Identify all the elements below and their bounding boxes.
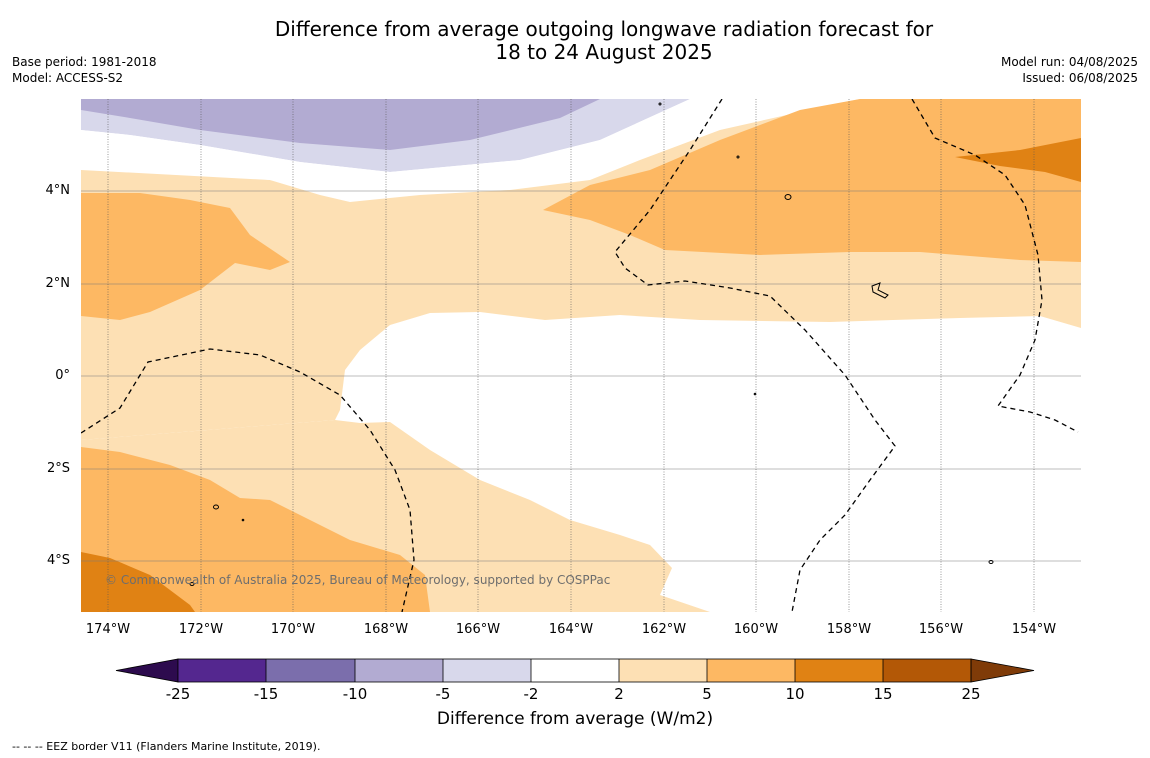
- meta-left: Base period: 1981-2018 Model: ACCESS-S2: [12, 54, 157, 86]
- colorbar-tick-7: 5: [702, 685, 712, 703]
- colorbar-tick-10: 25: [961, 685, 981, 703]
- contour-purple: [81, 99, 600, 150]
- map-canvas: [81, 99, 1081, 683]
- issued-date: Issued: 06/08/2025: [1022, 71, 1138, 85]
- contour-fills: [81, 99, 1081, 612]
- contour-white-north: [81, 99, 760, 200]
- colorbar-bin-6: [619, 659, 707, 682]
- lon-label-154w: 154°W: [1011, 622, 1057, 637]
- colorbar-bin-3: [355, 659, 443, 682]
- eez-border-east: [911, 99, 1079, 433]
- colorbar-tick-8: 10: [785, 685, 805, 703]
- eez-footnote: -- -- -- EEZ border V11 (Flanders Marine…: [12, 740, 321, 753]
- contour-orange-west: [81, 193, 290, 320]
- colorbar-bin-5: [531, 659, 619, 682]
- colorbar-bin-7: [707, 659, 795, 682]
- lon-label-164w: 164°W: [548, 622, 594, 637]
- eez-borders: [81, 99, 1079, 612]
- copyright-notice: © Commonwealth of Australia 2025, Bureau…: [105, 573, 611, 587]
- lat-label-4n: 4°N: [45, 183, 71, 198]
- lat-label-2n: 2°N: [45, 276, 71, 291]
- lon-label-160w: 160°W: [733, 622, 779, 637]
- contour-dark-orange-sw: [81, 552, 195, 612]
- meridians: [107, 99, 1035, 612]
- eez-border-west: [81, 348, 415, 612]
- colorbar: [115, 658, 1035, 683]
- colorbar-bin-4: [443, 659, 531, 682]
- lat-label-4s: 4°S: [46, 553, 70, 568]
- colorbar-tick-4: -5: [435, 685, 451, 703]
- contour-orange-north: [543, 99, 1081, 262]
- model-name: Model: ACCESS-S2: [12, 71, 124, 85]
- lon-label-174w: 174°W: [85, 622, 131, 637]
- title-line-1: Difference from average outgoing longwav…: [274, 17, 934, 41]
- colorbar-extend-high: [970, 658, 1035, 683]
- colorbar-tick-5: -2: [523, 685, 539, 703]
- lon-label-156w: 156°W: [918, 622, 964, 637]
- colorbar-tick-6: 2: [614, 685, 624, 703]
- eez-border-central: [614, 99, 896, 612]
- lon-label-172w: 172°W: [178, 622, 224, 637]
- colorbar-tick-2: -15: [253, 685, 279, 703]
- lon-label-168w: 168°W: [363, 622, 409, 637]
- title-line-2: 18 to 24 August 2025: [495, 40, 713, 64]
- lon-label-170w: 170°W: [270, 622, 316, 637]
- contour-dark-orange-ne: [955, 138, 1081, 182]
- lat-label-0: 0°: [55, 368, 70, 383]
- colorbar-extend-low: [115, 658, 179, 683]
- model-run: Model run: 04/08/2025: [1000, 55, 1138, 69]
- lon-label-166w: 166°W: [455, 622, 501, 637]
- colorbar-bin-9: [883, 659, 971, 682]
- lon-label-158w: 158°W: [826, 622, 872, 637]
- colorbar-label: Difference from average (W/m2): [436, 709, 714, 729]
- islands: [189, 102, 994, 586]
- gridlines: [81, 190, 1081, 562]
- colorbar-tick-1: -25: [165, 685, 191, 703]
- base-period: Base period: 1981-2018: [12, 55, 157, 69]
- colorbar-tick-9: 15: [873, 685, 893, 703]
- meta-right: Model run: 04/08/2025 Issued: 06/08/2025: [1001, 54, 1138, 86]
- map-title: Difference from average outgoing longwav…: [0, 18, 1150, 64]
- contour-orange-south: [81, 447, 430, 612]
- colorbar-bin-8: [795, 659, 883, 682]
- colorbar-tick-3: -10: [342, 685, 368, 703]
- lon-label-162w: 162°W: [641, 622, 687, 637]
- colorbar-bin-1: [178, 659, 266, 682]
- lat-label-2s: 2°S: [46, 461, 70, 476]
- colorbar-bin-2: [266, 659, 355, 682]
